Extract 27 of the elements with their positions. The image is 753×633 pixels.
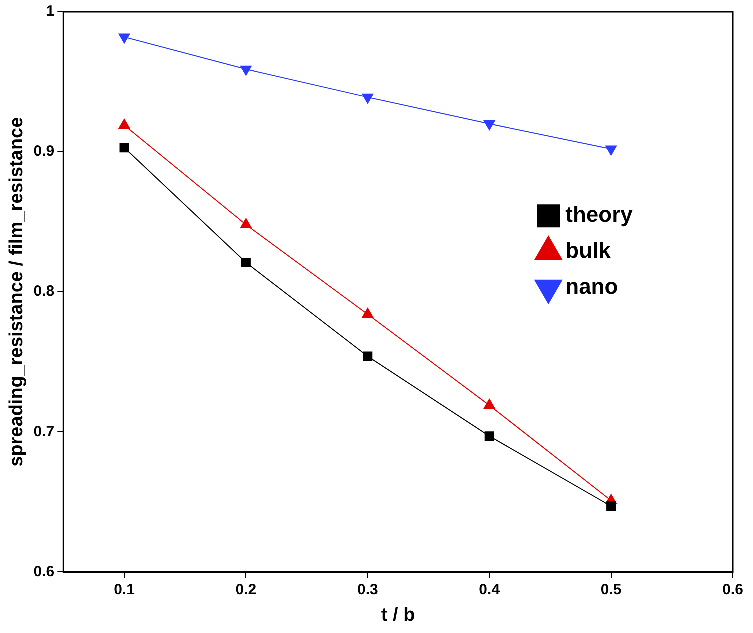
point [118, 34, 130, 44]
point [362, 308, 374, 318]
y-tick-label: 0.8 [34, 283, 55, 300]
point [484, 120, 496, 131]
point [241, 258, 251, 268]
x-tick-label: 0.3 [357, 581, 378, 598]
point [362, 94, 374, 104]
y-axis-title: spreading_resistance / film_resistance [6, 117, 28, 467]
y-tick-label: 0.9 [34, 143, 55, 160]
point [484, 432, 494, 442]
legend-label: theory [566, 202, 634, 228]
y-tick-label: 0.6 [34, 563, 55, 580]
y-tick-label: 0.7 [34, 423, 55, 440]
point [484, 399, 496, 410]
legend-label: nano [566, 274, 618, 300]
x-tick-label: 0.6 [722, 581, 744, 598]
point [363, 352, 373, 362]
legend-label: bulk [566, 238, 612, 264]
point [606, 146, 617, 156]
x-tick-label: 0.5 [600, 581, 622, 598]
point [120, 143, 130, 153]
point [240, 66, 252, 76]
x-tick-label: 0.1 [114, 581, 135, 598]
x-tick-label: 0.2 [236, 581, 257, 598]
x-axis-title: t / b [381, 604, 416, 626]
y-tick-label: 1 [46, 3, 55, 20]
x-tick-label: 0.4 [479, 581, 501, 598]
